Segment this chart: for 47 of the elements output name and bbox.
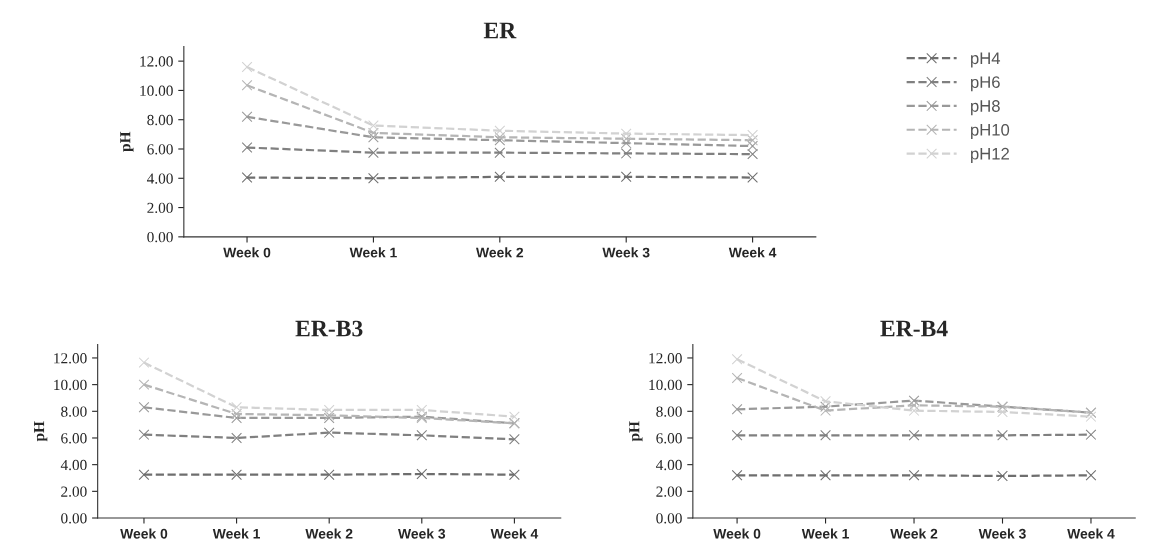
legend-label: pH4 bbox=[971, 52, 1001, 68]
y-axis-title: pH bbox=[629, 421, 643, 442]
x-tick-label: Week 0 bbox=[713, 528, 761, 539]
y-tick-label: 8.00 bbox=[656, 406, 682, 417]
y-tick-label: 0.00 bbox=[61, 513, 87, 524]
x-tick-label: Week 4 bbox=[490, 528, 539, 539]
x-tick-label: Week 0 bbox=[223, 247, 271, 258]
x-tick-label: Week 4 bbox=[1067, 528, 1115, 539]
x-tick-label: Week 2 bbox=[890, 528, 938, 539]
y-tick-label: 8.00 bbox=[61, 406, 87, 417]
chart-title: ER-B4 bbox=[880, 320, 948, 337]
y-tick-label: 4.00 bbox=[655, 459, 682, 471]
x-tick-label: Week 2 bbox=[476, 247, 524, 258]
y-tick-label: 6.00 bbox=[61, 433, 87, 444]
y-tick-label: 6.00 bbox=[147, 144, 173, 155]
y-tick-label: 12.00 bbox=[54, 353, 87, 364]
y-tick-label: 12.00 bbox=[649, 353, 682, 364]
y-tick-label: 8.00 bbox=[147, 114, 173, 126]
x-tick-label: Week 0 bbox=[120, 528, 168, 539]
y-tick-label: 2.00 bbox=[656, 486, 682, 497]
y-tick-label: 4.00 bbox=[146, 173, 173, 184]
y-tick-label: 6.00 bbox=[656, 433, 682, 444]
y-axis-title: pH bbox=[120, 131, 134, 152]
y-tick-label: 2.00 bbox=[61, 486, 87, 497]
legend-label: pH12 bbox=[971, 147, 1009, 163]
y-axis-title: pH bbox=[34, 421, 48, 442]
x-tick-label: Week 3 bbox=[602, 247, 650, 258]
y-tick-label: 10.00 bbox=[649, 379, 682, 391]
y-tick-label: 0.00 bbox=[147, 231, 173, 243]
x-tick-label: Week 1 bbox=[212, 528, 260, 539]
x-tick-label: Week 3 bbox=[978, 528, 1026, 539]
y-tick-label: 10.00 bbox=[140, 85, 173, 96]
y-tick-label: 12.00 bbox=[140, 56, 173, 67]
chart-title: ER-B3 bbox=[295, 320, 363, 337]
x-tick-label: Week 2 bbox=[305, 528, 353, 539]
chart-title: ER bbox=[483, 22, 517, 39]
x-tick-label: Week 4 bbox=[728, 247, 777, 258]
y-tick-label: 0.00 bbox=[656, 513, 682, 524]
legend-label: pH8 bbox=[971, 100, 1000, 116]
x-tick-label: Week 1 bbox=[801, 528, 849, 539]
x-tick-label: Week 3 bbox=[398, 528, 446, 539]
y-tick-label: 4.00 bbox=[60, 459, 87, 471]
x-tick-label: Week 1 bbox=[349, 247, 397, 258]
legend-label: pH10 bbox=[971, 123, 1010, 140]
y-tick-label: 2.00 bbox=[147, 202, 173, 214]
y-tick-label: 10.00 bbox=[54, 379, 87, 391]
legend-label: pH6 bbox=[971, 76, 1000, 92]
